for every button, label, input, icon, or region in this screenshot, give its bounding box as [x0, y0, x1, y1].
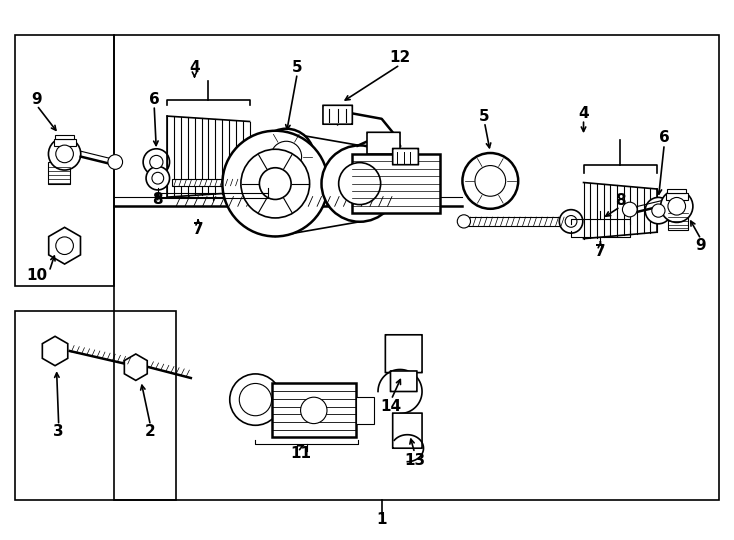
Bar	[352, 154, 440, 213]
Text: 13: 13	[404, 453, 425, 468]
Circle shape	[222, 131, 328, 237]
Circle shape	[301, 397, 327, 423]
Circle shape	[263, 172, 276, 185]
Circle shape	[661, 190, 693, 222]
Bar	[272, 383, 356, 437]
Circle shape	[475, 166, 506, 196]
Circle shape	[56, 145, 73, 163]
Text: 3: 3	[54, 424, 64, 440]
Bar	[668, 208, 688, 230]
Circle shape	[56, 237, 73, 254]
Text: 1: 1	[377, 512, 387, 527]
Bar	[666, 193, 688, 200]
Text: 10: 10	[26, 268, 47, 283]
Text: 11: 11	[291, 446, 311, 461]
Text: 12: 12	[390, 50, 410, 65]
Circle shape	[457, 215, 470, 228]
FancyBboxPatch shape	[393, 413, 422, 448]
Circle shape	[241, 149, 310, 218]
Bar	[54, 139, 76, 146]
Bar	[172, 179, 268, 186]
Text: 7: 7	[595, 244, 606, 259]
Circle shape	[258, 129, 314, 185]
FancyBboxPatch shape	[393, 148, 418, 165]
FancyBboxPatch shape	[323, 105, 352, 124]
FancyBboxPatch shape	[367, 132, 400, 154]
Bar	[466, 217, 569, 226]
Circle shape	[239, 383, 272, 416]
Text: 9: 9	[32, 92, 42, 107]
Text: 7: 7	[193, 222, 203, 237]
Text: 4: 4	[189, 60, 200, 75]
Circle shape	[146, 166, 170, 190]
Bar	[15, 310, 176, 500]
Text: 5: 5	[479, 109, 490, 124]
Circle shape	[150, 156, 163, 168]
Bar	[667, 189, 686, 193]
Circle shape	[622, 202, 637, 217]
Circle shape	[230, 374, 281, 426]
Bar	[356, 397, 374, 424]
Text: 8: 8	[153, 192, 163, 207]
Bar	[48, 162, 70, 184]
Bar	[114, 35, 719, 500]
Text: 4: 4	[578, 106, 589, 121]
FancyBboxPatch shape	[390, 371, 417, 392]
Circle shape	[48, 138, 81, 170]
Circle shape	[668, 198, 686, 215]
Circle shape	[462, 153, 518, 209]
Text: 6: 6	[149, 92, 159, 107]
Circle shape	[259, 168, 291, 199]
Circle shape	[565, 215, 577, 227]
Text: 6: 6	[659, 130, 669, 145]
FancyBboxPatch shape	[385, 335, 422, 373]
Bar	[55, 135, 74, 139]
Circle shape	[652, 204, 665, 217]
Text: 5: 5	[292, 60, 302, 75]
Text: 9: 9	[696, 238, 706, 253]
Bar	[15, 35, 114, 286]
Circle shape	[271, 141, 302, 172]
Circle shape	[143, 149, 170, 175]
Circle shape	[645, 198, 672, 224]
Circle shape	[321, 145, 398, 222]
Circle shape	[152, 172, 164, 184]
Text: 2: 2	[145, 424, 156, 440]
Circle shape	[559, 210, 583, 233]
Text: 14: 14	[381, 399, 401, 414]
Circle shape	[338, 163, 381, 205]
Circle shape	[108, 154, 123, 170]
Text: 8: 8	[615, 193, 625, 208]
